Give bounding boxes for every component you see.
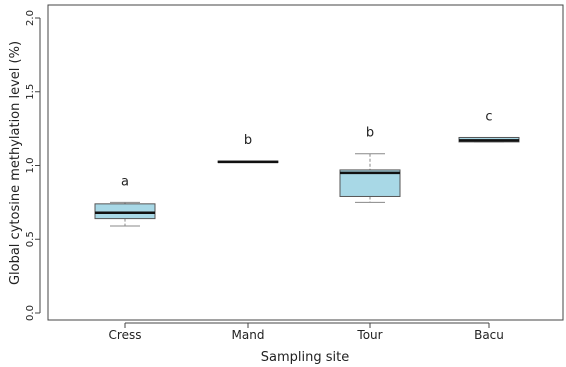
box-bacu: c [458, 109, 520, 143]
iqr-box [94, 203, 156, 220]
x-tick-label: Bacu [474, 328, 504, 342]
box-cress: a [94, 174, 156, 227]
y-tick-label: 0.0 [25, 305, 36, 321]
y-tick-label: 1.5 [25, 84, 36, 100]
y-tick-label: 1.0 [25, 158, 36, 174]
y-axis: 0.0 0.5 1.0 1.5 2.0 [25, 10, 41, 321]
plot-frame [47, 4, 564, 321]
x-axis: Cress Mand Tour Bacu [109, 322, 504, 342]
y-tick-label: 0.5 [25, 231, 36, 247]
x-tick-label: Tour [356, 328, 382, 342]
boxes: a b b c [94, 109, 520, 227]
box-tour: b [339, 126, 401, 203]
x-tick-label: Mand [232, 328, 265, 342]
significance-letter: a [121, 174, 129, 189]
significance-letter: b [244, 133, 252, 148]
significance-letter: b [366, 126, 374, 141]
x-tick-label: Cress [109, 328, 142, 342]
box-mand: b [217, 133, 279, 164]
y-axis-title: Global cytosine methylation level (%) [8, 41, 23, 285]
significance-letter: c [485, 109, 492, 124]
y-tick-label: 2.0 [25, 10, 36, 26]
iqr-box [339, 169, 401, 197]
x-axis-title: Sampling site [261, 350, 349, 365]
